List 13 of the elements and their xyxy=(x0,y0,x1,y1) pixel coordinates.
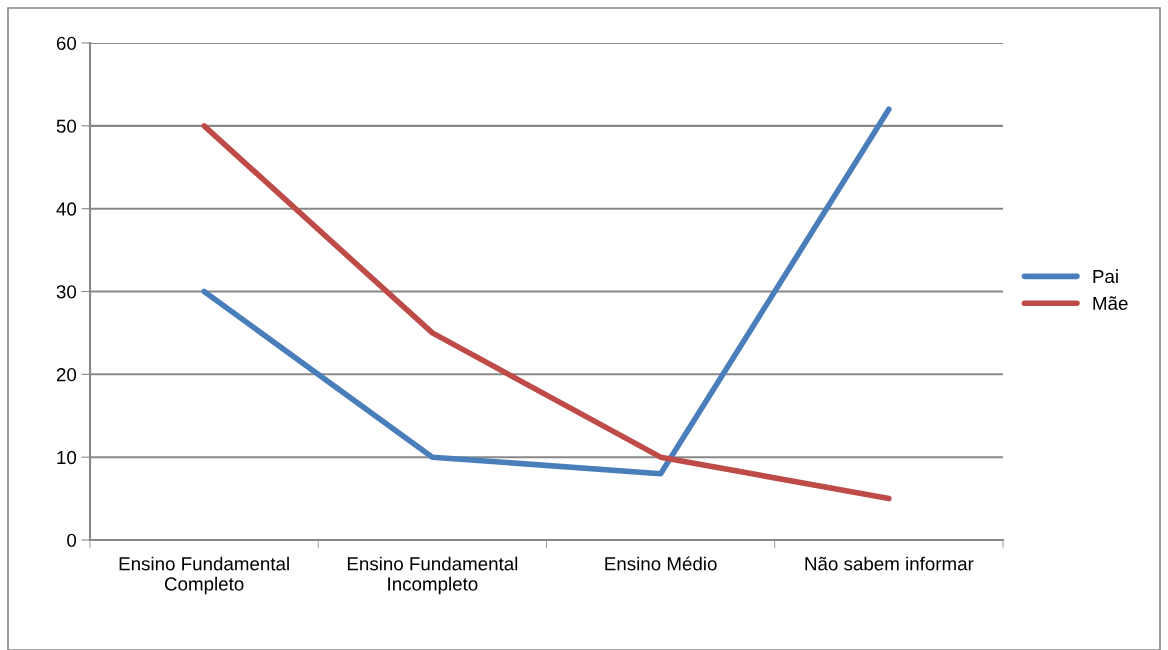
x-tick-label: Ensino Fundamental Incompleto xyxy=(347,556,518,595)
y-tick-label: 30 xyxy=(56,285,77,299)
y-tick-label: 10 xyxy=(57,450,77,465)
y-tick-label: 20 xyxy=(56,368,77,382)
y-tick-label: 50 xyxy=(56,119,77,133)
y-tick-label: 0 xyxy=(67,533,77,547)
legend-label: Pai xyxy=(1093,269,1118,284)
x-tick-label: Ensino Fundamental Completo xyxy=(119,556,289,595)
x-tick-label: Ensino Médio xyxy=(605,556,717,571)
x-tick-label: Não sabem informar xyxy=(805,556,974,571)
legend-label: Mãe xyxy=(1093,296,1128,310)
y-tick-label: 60 xyxy=(56,36,77,50)
y-tick-label: 40 xyxy=(56,202,77,216)
